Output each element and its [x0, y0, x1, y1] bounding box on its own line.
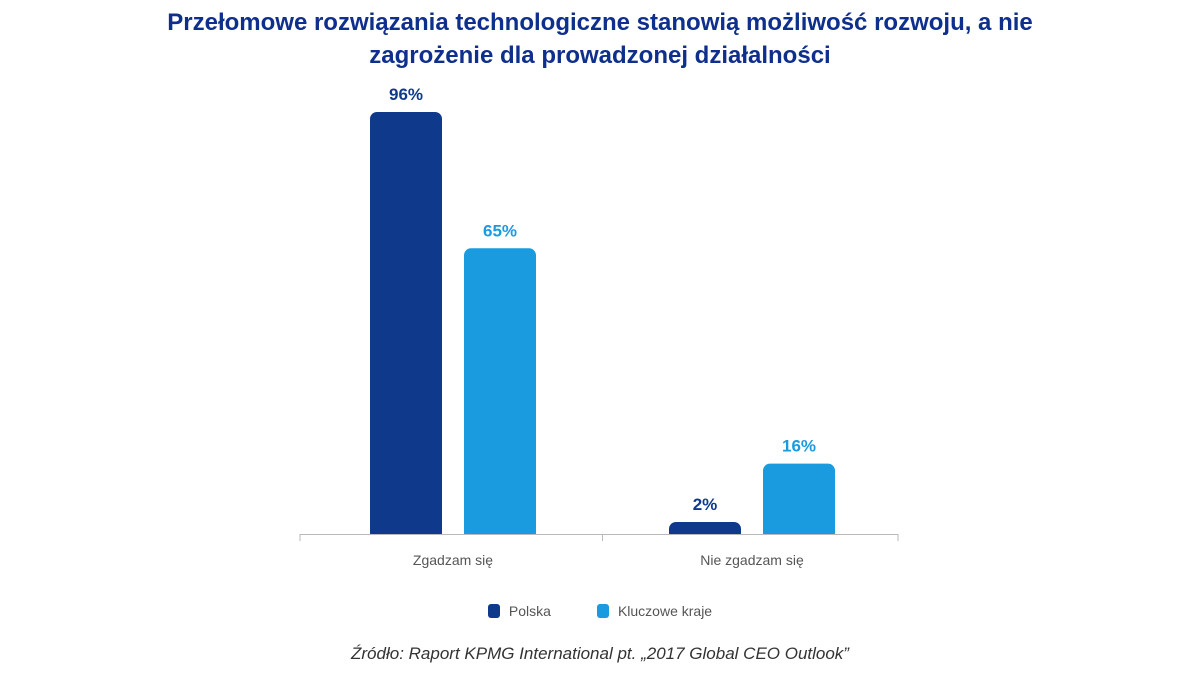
legend-label-kluczowe-kraje: Kluczowe kraje: [617, 603, 713, 619]
x-axis: Zgadzam się Nie zgadzam się: [299, 534, 899, 568]
chart-title-line-2: zagrożenie dla prowadzonej działalności: [369, 42, 831, 69]
value-labels-group: 96% 65% 2% 16%: [389, 85, 816, 514]
source-note: Źródło: Raport KPMG International pt. „2…: [351, 644, 849, 663]
chart-title-line-1: Przełomowe rozwiązania technologiczne st…: [167, 9, 1033, 36]
bar-polska-zgadzam-sie: [370, 112, 442, 540]
value-label-kluczowe-kraje-zgadzam-sie: 65%: [483, 221, 517, 240]
legend-swatch-polska: [487, 604, 500, 618]
legend: Polska Kluczowe kraje: [0, 603, 1200, 619]
bar-kluczowe-kraje-zgadzam-sie: [464, 248, 536, 541]
chart-title: Przełomowe rozwiązania technologiczne st…: [0, 6, 1200, 72]
value-label-kluczowe-kraje-nie-zgadzam-sie: 16%: [782, 437, 816, 456]
legend-label-polska: Polska: [508, 603, 551, 619]
category-label-zgadzam-sie: Zgadzam się: [413, 552, 493, 568]
legend-item-polska: Polska: [487, 603, 551, 619]
legend-item-kluczowe-kraje: Kluczowe kraje: [596, 603, 713, 619]
bars-group: [0, 112, 1200, 544]
baseline-mask: [0, 534, 1200, 544]
legend-swatch-kluczowe-kraje: [596, 604, 609, 618]
category-label-nie-zgadzam-sie: Nie zgadzam się: [700, 552, 804, 568]
value-label-polska-nie-zgadzam-sie: 2%: [693, 495, 718, 514]
value-label-polska-zgadzam-sie: 96%: [389, 85, 423, 104]
bar-kluczowe-kraje-nie-zgadzam-sie: [763, 463, 835, 540]
